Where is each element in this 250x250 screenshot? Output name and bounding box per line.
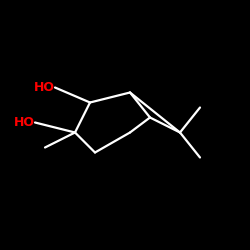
Text: HO: HO: [14, 116, 35, 129]
Text: HO: HO: [34, 81, 55, 94]
